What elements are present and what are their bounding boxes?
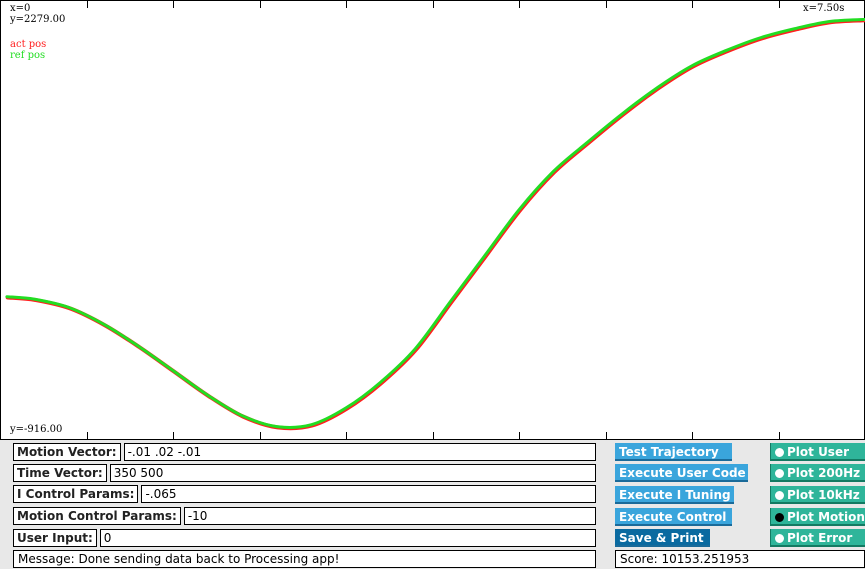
control-panel xyxy=(0,440,865,569)
plot-200hz-label: Plot 200Hz xyxy=(787,466,861,480)
score-display: Score: 10153.251953 xyxy=(615,550,865,568)
time-vector-label: Time Vector: xyxy=(13,464,107,482)
motion-vector-field: Motion Vector: -.01 .02 -.01 xyxy=(13,443,596,461)
plot-series xyxy=(5,17,865,431)
x-min-label: x=0 xyxy=(10,3,31,14)
y-max-label: y=2279.00 xyxy=(10,14,66,25)
user-input-input[interactable]: 0 xyxy=(99,529,596,547)
motion-vector-input[interactable]: -.01 .02 -.01 xyxy=(123,443,596,461)
time-vector-input[interactable]: 350 500 xyxy=(109,464,596,482)
plot-10khz-radio[interactable]: Plot 10kHz xyxy=(770,486,865,504)
plot-motion-label: Plot Motion xyxy=(787,510,865,524)
plot-user-label: Plot User xyxy=(787,445,850,459)
y-min-label: y=-916.00 xyxy=(10,424,63,435)
radio-dot-selected-icon xyxy=(775,513,784,522)
user-input-field: User Input: 0 xyxy=(13,529,596,547)
plot-motion-radio[interactable]: Plot Motion xyxy=(770,508,865,526)
motion-control-label: Motion Control Params: xyxy=(13,507,181,525)
radio-dot-icon xyxy=(775,469,784,478)
execute-control-button[interactable]: Execute Control xyxy=(615,508,732,526)
radio-dot-icon xyxy=(775,448,784,457)
position-plot xyxy=(0,0,865,440)
execute-i-tuning-button[interactable]: Execute I Tuning xyxy=(615,486,734,504)
save-print-button[interactable]: Save & Print xyxy=(615,529,710,547)
i-control-input[interactable]: -.065 xyxy=(141,485,596,503)
motion-control-field: Motion Control Params: -10 xyxy=(13,507,596,525)
motion-vector-label: Motion Vector: xyxy=(13,443,121,461)
time-vector-field: Time Vector: 350 500 xyxy=(13,464,596,482)
i-control-field: I Control Params: -.065 xyxy=(13,485,596,503)
radio-dot-icon xyxy=(775,534,784,543)
user-input-label: User Input: xyxy=(13,529,97,547)
status-message: Message: Done sending data back to Proce… xyxy=(13,550,596,568)
execute-user-code-button[interactable]: Execute User Code xyxy=(615,464,748,482)
series-line-ref-pos xyxy=(5,17,865,429)
plot-error-label: Plot Error xyxy=(787,531,853,545)
i-control-label: I Control Params: xyxy=(13,485,139,503)
plot-error-radio[interactable]: Plot Error xyxy=(770,529,865,547)
legend-ref-pos: ref pos xyxy=(10,50,46,61)
test-trajectory-button[interactable]: Test Trajectory xyxy=(615,443,732,461)
plot-200hz-radio[interactable]: Plot 200Hz xyxy=(770,464,865,482)
x-max-label: x=7.50s xyxy=(803,3,845,14)
plot-10khz-label: Plot 10kHz xyxy=(787,488,860,502)
plot-border xyxy=(0,0,865,440)
radio-dot-icon xyxy=(775,491,784,500)
plot-user-radio[interactable]: Plot User xyxy=(770,443,865,461)
legend-act-pos: act pos xyxy=(10,39,47,50)
motion-control-input[interactable]: -10 xyxy=(183,507,596,525)
x-axis-ticks xyxy=(87,0,780,440)
